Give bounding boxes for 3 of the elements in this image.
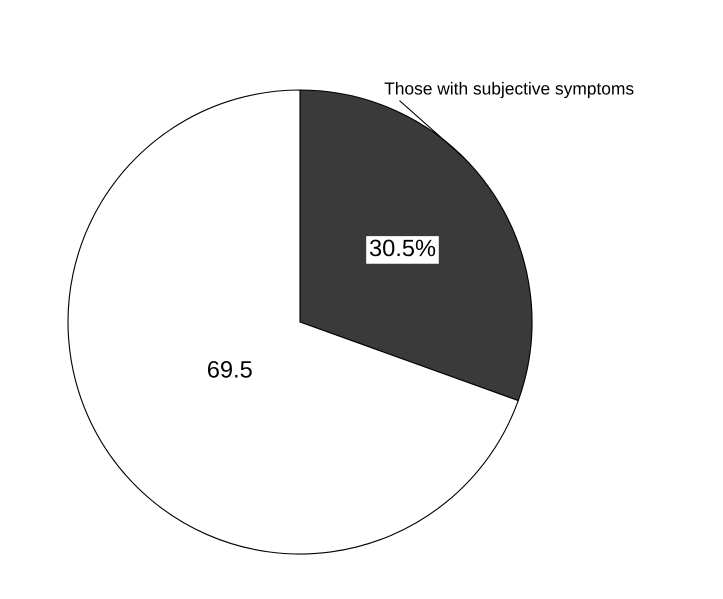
- data-label: 69.5: [208, 360, 252, 378]
- slice-label: Those with subjective symptoms: [384, 82, 634, 98]
- data-label: 30.5%: [370, 240, 436, 256]
